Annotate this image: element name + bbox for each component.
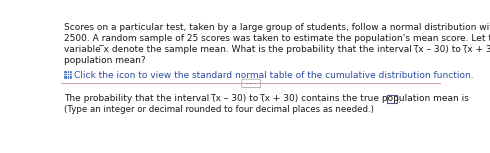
Text: (Type an integer or decimal rounded to four decimal places as needed.): (Type an integer or decimal rounded to f… [64,105,374,114]
Text: The probability that the interval (̅x – 30) to (̅x + 30) contains the true popul: The probability that the interval (̅x – … [64,94,469,103]
Bar [387,95,397,103]
Text: Scores on a particular test, taken by a large group of students, follow a normal: Scores on a particular test, taken by a … [64,23,490,32]
Text: variable ̅x denote the sample mean. What is the probability that the interval (̅: variable ̅x denote the sample mean. What… [64,45,490,54]
FancyBboxPatch shape [242,79,260,88]
Text: · · ·: · · · [246,81,256,86]
Bar [64,71,72,78]
Text: 2500. A random sample of 25 scores was taken to estimate the population’s mean s: 2500. A random sample of 25 scores was t… [64,34,490,43]
Text: Click the icon to view the standard normal table of the cumulative distribution : Click the icon to view the standard norm… [74,71,474,80]
Text: .: . [397,96,400,105]
Text: population mean?: population mean? [64,56,146,65]
